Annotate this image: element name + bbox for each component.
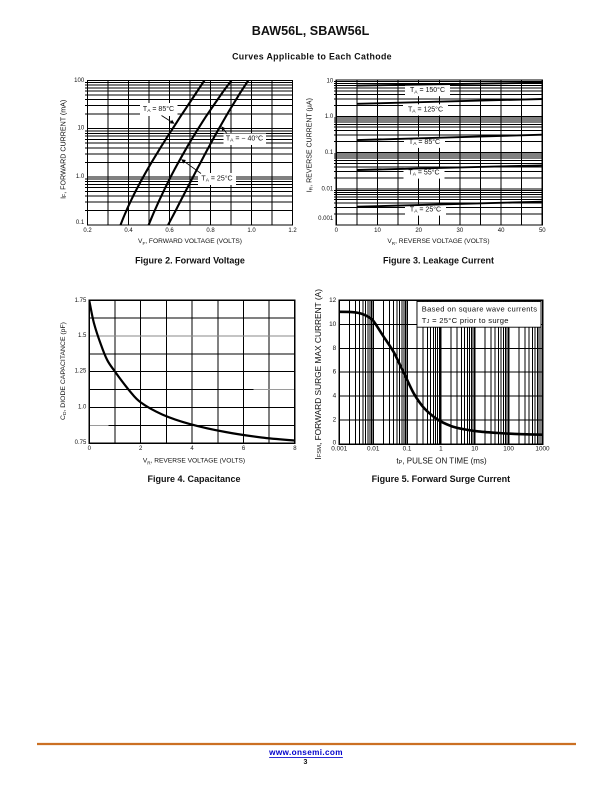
svg-text:Figure 4. Capacitance: Figure 4. Capacitance [147, 474, 240, 484]
svg-text:30: 30 [457, 228, 464, 234]
svg-text:TA​ = 85°C: TA​ = 85°C [143, 105, 174, 114]
svg-text:0: 0 [335, 228, 339, 234]
svg-text:Based on square wave currents: Based on square wave currents [422, 305, 538, 314]
svg-text:VR​, REVERSE VOLTAGE (VOLTS): VR​, REVERSE VOLTAGE (VOLTS) [143, 457, 245, 465]
svg-text:1.25: 1.25 [75, 369, 87, 375]
svg-text:1.0: 1.0 [247, 228, 256, 234]
svg-text:100: 100 [74, 78, 85, 84]
svg-text:12: 12 [329, 297, 337, 304]
svg-text:10: 10 [327, 79, 334, 85]
svg-text:www.onsemi.com: www.onsemi.com [268, 748, 343, 757]
svg-text:0.4: 0.4 [124, 228, 133, 234]
svg-text:0.8: 0.8 [206, 228, 215, 234]
svg-text:CD​, DIODE CAPACITANCE (pF): CD​, DIODE CAPACITANCE (pF) [60, 322, 68, 420]
svg-text:6: 6 [242, 446, 246, 452]
svg-text:10: 10 [78, 126, 85, 132]
svg-text:1.75: 1.75 [75, 298, 87, 304]
svg-text:Figure 3. Leakage Current: Figure 3. Leakage Current [383, 255, 494, 265]
svg-text:10: 10 [471, 446, 479, 453]
svg-text:2: 2 [333, 417, 337, 424]
svg-text:Figure 5. Forward Surge Curren: Figure 5. Forward Surge Current [372, 474, 511, 484]
svg-text:10: 10 [374, 228, 381, 234]
svg-text:BAW56L, SBAW56L: BAW56L, SBAW56L [252, 24, 370, 38]
svg-text:TA​ = 125°C: TA​ = 125°C [408, 105, 443, 114]
svg-text:4: 4 [333, 393, 337, 400]
svg-text:0.1: 0.1 [325, 150, 334, 156]
svg-text:0.1: 0.1 [403, 446, 412, 453]
svg-text:50: 50 [539, 228, 546, 234]
svg-text:TA​ = − 40°C: TA​ = − 40°C [226, 135, 263, 144]
svg-text:IR​, REVERSE CURRENT (µA): IR​, REVERSE CURRENT (µA) [307, 98, 315, 192]
svg-text:0.6: 0.6 [165, 228, 174, 234]
svg-text:VF​, FORWARD VOLTAGE (VOLTS): VF​, FORWARD VOLTAGE (VOLTS) [138, 238, 242, 246]
svg-text:Figure 2. Forward Voltage: Figure 2. Forward Voltage [135, 255, 245, 265]
svg-text:0.2: 0.2 [83, 228, 92, 234]
svg-text:TJ​ = 25°C prior to surge: TJ​ = 25°C prior to surge [422, 316, 509, 325]
svg-text:2: 2 [139, 446, 143, 452]
svg-text:IF​, FORWARD CURRENT (mA): IF​, FORWARD CURRENT (mA) [60, 100, 69, 199]
svg-text:0.1: 0.1 [76, 220, 85, 226]
svg-text:8: 8 [293, 446, 297, 452]
svg-text:40: 40 [498, 228, 505, 234]
svg-text:20: 20 [415, 228, 422, 234]
svg-text:100: 100 [503, 446, 514, 453]
svg-text:1.0: 1.0 [76, 174, 85, 180]
svg-text:0.01: 0.01 [367, 446, 380, 453]
svg-text:10: 10 [329, 321, 337, 328]
svg-text:tP​, PULSE ON TIME (ms): tP​, PULSE ON TIME (ms) [396, 457, 487, 466]
svg-text:6: 6 [333, 369, 337, 376]
svg-text:3: 3 [304, 759, 308, 766]
svg-text:1.0: 1.0 [78, 404, 87, 410]
svg-text:1.2: 1.2 [288, 228, 297, 234]
svg-text:4: 4 [190, 446, 194, 452]
svg-text:0: 0 [333, 439, 337, 446]
svg-text:IFSM​, FORWARD SURGE MAX CURRE: IFSM​, FORWARD SURGE MAX CURRENT (A) [313, 289, 323, 460]
svg-text:TA​ = 150°C: TA​ = 150°C [410, 86, 445, 95]
svg-text:8: 8 [333, 345, 337, 352]
svg-text:TA​ = 25°C: TA​ = 25°C [410, 206, 441, 215]
svg-text:1000: 1000 [535, 446, 550, 453]
svg-text:1.5: 1.5 [78, 333, 87, 339]
svg-text:1: 1 [439, 446, 443, 453]
svg-text:0.01: 0.01 [322, 186, 334, 192]
svg-text:TA​ = 55°C: TA​ = 55°C [408, 169, 439, 178]
svg-text:TA​ = 25°C: TA​ = 25°C [201, 175, 232, 184]
svg-text:0.001: 0.001 [331, 446, 347, 453]
svg-text:1.0: 1.0 [325, 114, 334, 120]
svg-text:Curves Applicable to Each Cath: Curves Applicable to Each Cathode [232, 52, 392, 62]
svg-text:VR​, REVERSE VOLTAGE (VOLTS): VR​, REVERSE VOLTAGE (VOLTS) [387, 238, 489, 246]
svg-text:0.75: 0.75 [75, 440, 87, 446]
svg-text:0.001: 0.001 [318, 216, 334, 222]
svg-text:TA​ = 85°C: TA​ = 85°C [409, 138, 440, 147]
svg-text:0: 0 [88, 446, 92, 452]
